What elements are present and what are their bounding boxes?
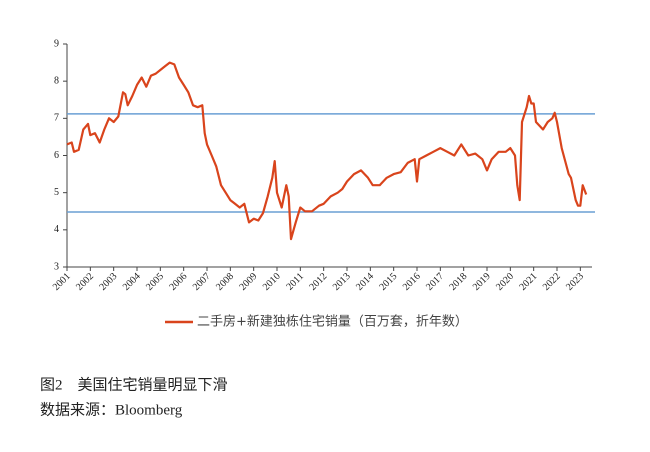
y-tick-label: 4 [54,224,59,235]
x-tick-label: 2004 [121,271,143,293]
x-tick-label: 2011 [284,271,306,293]
y-tick-label: 5 [54,187,59,198]
x-tick-label: 2007 [191,271,213,293]
legend-label: 二手房+新建独栋住宅销量（百万套，折年数） [197,314,468,330]
caption: 图2 美国住宅销量明显下滑 [40,376,228,393]
x-tick-label: 2014 [354,271,376,293]
x-tick-label: 2010 [261,271,283,293]
x-tick-label: 2019 [471,271,493,293]
y-tick-label: 9 [54,38,59,49]
x-tick-label: 2020 [494,271,516,293]
x-tick-label: 2013 [331,271,353,293]
x-tick-label: 2022 [541,271,563,293]
y-tick-label: 7 [54,113,59,124]
y-tick-label: 6 [54,150,59,161]
x-tick-label: 2023 [564,271,586,293]
x-tick-label: 2016 [401,271,423,293]
series-line [66,61,588,241]
x-tick-label: 2005 [144,271,166,293]
y-tick-label: 3 [54,261,59,272]
x-tick-label: 2018 [447,271,469,293]
x-tick-label: 2012 [307,271,329,293]
x-tick-label: 2015 [377,271,399,293]
x-tick-label: 2003 [97,271,119,293]
x-tick-label: 2006 [167,271,189,293]
x-tick-label: 2009 [237,271,259,293]
x-tick-label: 2001 [51,271,73,293]
y-tick-label: 8 [54,75,59,86]
x-tick-label: 2021 [517,271,539,293]
x-tick-label: 2002 [74,271,96,293]
x-tick-label: 2017 [424,271,446,293]
source: 数据来源：Bloomberg [40,401,183,418]
x-tick-label: 2008 [214,271,236,293]
